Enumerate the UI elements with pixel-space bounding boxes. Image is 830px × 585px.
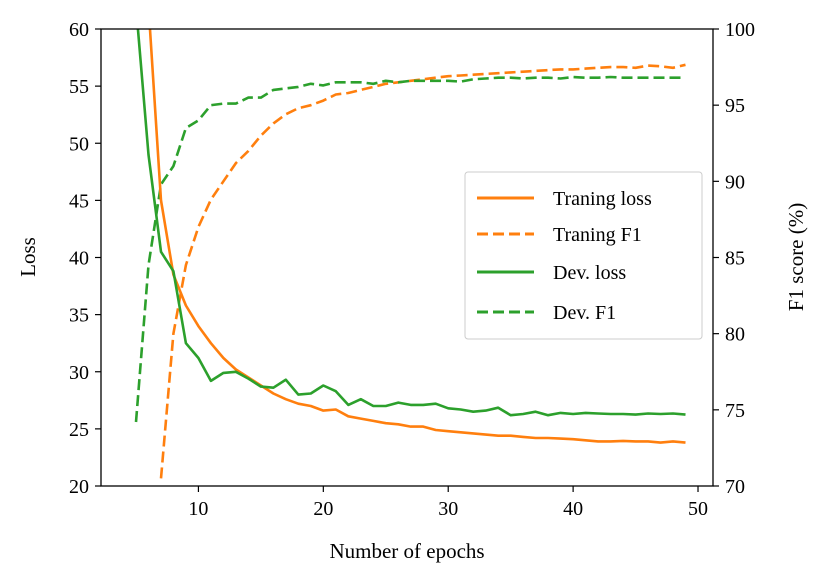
legend-frame (464, 171, 703, 340)
series-line-traning-loss (148, 29, 686, 444)
x-tick-label: 30 (438, 498, 458, 520)
x-tick-label: 50 (688, 498, 708, 520)
y-tick-label: 55 (69, 76, 89, 98)
y-tick-label: 45 (69, 190, 89, 212)
y2-tick-label: 80 (725, 324, 745, 346)
y2-tick-label: 95 (725, 95, 745, 117)
x-axis-label: Number of epochs (329, 539, 484, 563)
x-tick-label: 20 (313, 498, 333, 520)
series-line-dev-loss (136, 29, 686, 417)
legend: Traning loss Traning F1 Dev. loss Dev. F… (464, 171, 703, 340)
y2-axis-label: F1 score (%) (784, 203, 808, 311)
y-tick-label: 50 (69, 133, 89, 155)
y-tick-label: 35 (69, 305, 89, 327)
x-tick-label: 40 (563, 498, 583, 520)
y2-tick-label: 90 (725, 171, 745, 193)
series-line-dev-f1 (134, 75, 686, 423)
legend-label-training-f1: Traning F1 (553, 224, 642, 246)
y2-tick-label: 100 (725, 19, 755, 41)
legend-label-dev-loss: Dev. loss (553, 262, 626, 284)
ticks-layer: 10 20 30 40 50 20 25 30 35 40 45 50 55 60 70 75 80 85 90 95… (69, 19, 755, 520)
y-tick-label: 40 (69, 248, 89, 270)
y2-tick-label: 70 (725, 476, 745, 498)
legend-label-dev-f1: Dev. F1 (553, 302, 616, 324)
y-tick-label: 30 (69, 362, 89, 384)
y2-tick-label: 75 (725, 400, 745, 422)
series-line-traning-f1 (159, 63, 686, 479)
y-tick-label: 20 (69, 476, 89, 498)
y2-tick-label: 85 (725, 248, 745, 270)
x-tick-label: 10 (188, 498, 208, 520)
y-tick-label: 60 (69, 19, 89, 41)
y-axis-label: Loss (16, 237, 40, 277)
legend-label-training-loss: Traning loss (553, 188, 652, 210)
series-layer (134, 29, 686, 479)
y-tick-label: 25 (69, 419, 89, 441)
